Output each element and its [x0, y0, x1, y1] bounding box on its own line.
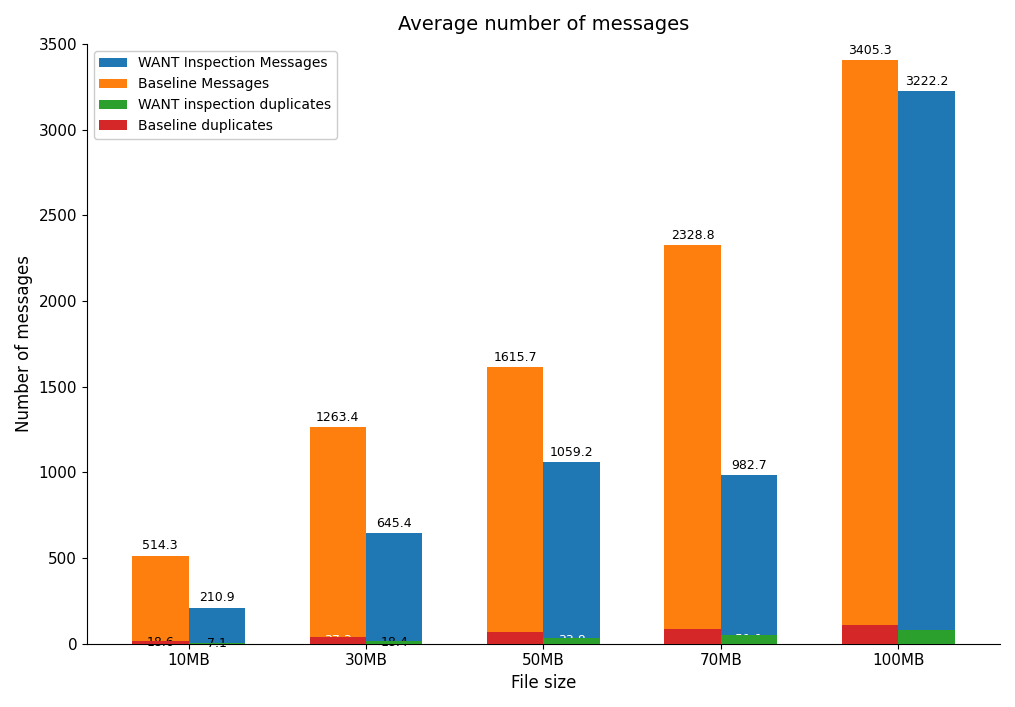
- Text: 37.3: 37.3: [324, 634, 351, 647]
- Bar: [487, 367, 543, 643]
- Bar: [189, 607, 245, 643]
- Text: 3405.3: 3405.3: [849, 44, 892, 57]
- Text: 51.1: 51.1: [735, 633, 763, 645]
- Bar: [665, 629, 721, 643]
- Text: 33.8: 33.8: [558, 634, 586, 648]
- Legend: WANT Inspection Messages, Baseline Messages, WANT inspection duplicates, Baselin: WANT Inspection Messages, Baseline Messa…: [93, 51, 337, 139]
- Bar: [543, 462, 600, 643]
- Bar: [721, 635, 777, 643]
- Bar: [543, 638, 600, 643]
- Text: 1615.7: 1615.7: [493, 351, 537, 363]
- Text: 1059.2: 1059.2: [550, 446, 594, 459]
- Text: 1263.4: 1263.4: [316, 411, 359, 424]
- Bar: [366, 641, 422, 643]
- Bar: [310, 427, 366, 643]
- Text: 210.9: 210.9: [199, 592, 234, 604]
- Bar: [132, 641, 189, 643]
- Bar: [665, 245, 721, 643]
- Bar: [366, 533, 422, 643]
- Text: 18.6: 18.6: [146, 636, 175, 648]
- Text: 84.7: 84.7: [679, 630, 706, 643]
- Bar: [841, 624, 898, 643]
- Text: 514.3: 514.3: [142, 539, 178, 552]
- Y-axis label: Number of messages: Number of messages: [15, 255, 33, 432]
- Text: 982.7: 982.7: [731, 460, 767, 472]
- Bar: [310, 637, 366, 643]
- Bar: [487, 632, 543, 643]
- X-axis label: File size: File size: [511, 674, 577, 692]
- Bar: [898, 91, 955, 643]
- Text: 2328.8: 2328.8: [671, 228, 715, 242]
- Title: Average number of messages: Average number of messages: [398, 15, 689, 34]
- Text: 112.1: 112.1: [853, 628, 888, 641]
- Text: 3222.2: 3222.2: [905, 76, 948, 88]
- Bar: [132, 556, 189, 643]
- Text: 7.1: 7.1: [207, 636, 226, 650]
- Bar: [721, 475, 777, 643]
- Text: 66.4: 66.4: [501, 631, 529, 645]
- Text: 79.7: 79.7: [912, 631, 941, 643]
- Text: 18.4: 18.4: [381, 636, 408, 648]
- Bar: [841, 60, 898, 643]
- Text: 645.4: 645.4: [377, 517, 412, 530]
- Bar: [898, 630, 955, 643]
